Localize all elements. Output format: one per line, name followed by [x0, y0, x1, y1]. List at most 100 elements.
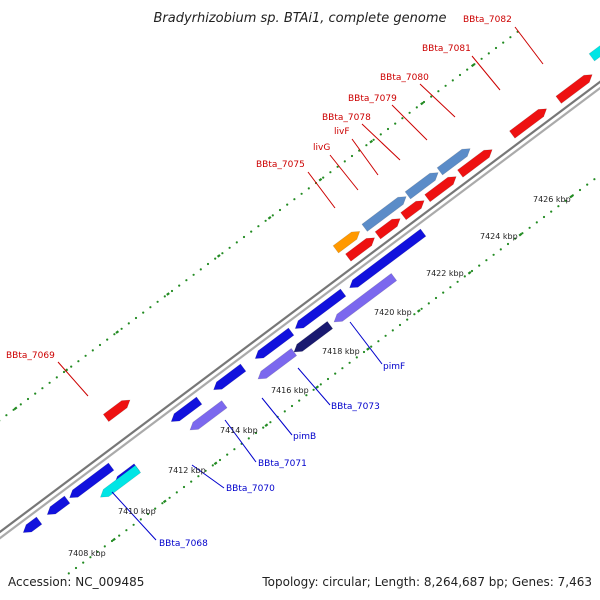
outer-tick-dot — [242, 235, 246, 239]
inner-tick-dot — [434, 296, 438, 300]
gene-rev-a — [22, 516, 43, 533]
inner-tick-dot — [262, 426, 265, 429]
leader-pimb — [261, 397, 293, 436]
outer-tick-dot — [386, 127, 390, 131]
gene-label-bbta-7071[interactable]: BBta_7071 — [258, 459, 307, 469]
inner-tick-dot — [427, 302, 430, 305]
outer-tick-dot — [185, 279, 188, 282]
tick-label: 7418 kbp — [322, 347, 360, 356]
gene-label-bbta-7078[interactable]: BBta_7078 — [322, 113, 371, 123]
outer-tick-dot — [343, 160, 346, 163]
tick-dot-tracks — [0, 30, 596, 575]
gene-label-bbta-7075[interactable]: BBta_7075 — [256, 160, 305, 170]
gene-label-livf[interactable]: livF — [334, 127, 350, 137]
outer-tick-dot — [149, 306, 152, 309]
outer-tick-dot — [437, 90, 440, 93]
gene-label-bbta-7079[interactable]: BBta_7079 — [348, 94, 397, 104]
inner-major-tick — [112, 537, 116, 542]
outer-major-tick — [216, 254, 221, 258]
outer-tick-dot — [487, 52, 490, 55]
gene-label-bbta-7069[interactable]: BBta_7069 — [6, 351, 55, 361]
outer-tick-dot — [142, 311, 145, 314]
inner-tick-dot — [254, 431, 258, 435]
gene-label-bbta-7068[interactable]: BBta_7068 — [159, 539, 208, 549]
inner-tick-dot — [506, 242, 510, 246]
gene-label-bbta-7073[interactable]: BBta_7073 — [331, 402, 380, 412]
inner-tick-dot — [139, 518, 142, 521]
inner-tick-dot — [74, 566, 78, 570]
gene-bbta-7073 — [294, 288, 347, 329]
inner-tick-dot — [82, 561, 85, 564]
inner-tick-dot — [204, 469, 207, 472]
outer-tick-dot — [286, 203, 289, 206]
inner-tick-dot — [557, 205, 560, 208]
outer-major-tick — [369, 139, 374, 144]
inner-tick-dot — [168, 496, 171, 499]
outer-tick-dot — [134, 316, 138, 320]
inner-tick-dot — [362, 350, 366, 354]
inner-tick-dot — [110, 539, 114, 543]
tick-label: 7410 kbp — [118, 507, 156, 516]
inner-tick-dot — [370, 345, 373, 348]
gene-bbta-7075 — [345, 237, 376, 262]
outer-tick-dot — [70, 365, 73, 368]
inner-tick-dot — [182, 485, 186, 489]
inner-tick-dot — [154, 507, 157, 510]
gene-label-pimf[interactable]: pimF — [383, 362, 405, 372]
gene-operon-blue-1 — [361, 196, 407, 232]
outer-tick-dot — [156, 300, 159, 303]
outer-tick-dot — [271, 214, 274, 217]
outer-tick-dot — [458, 73, 462, 77]
inner-tick-dot — [190, 480, 193, 483]
gene-label-bbta-7082[interactable]: BBta_7082 — [463, 15, 512, 25]
outer-tick-dot — [34, 392, 37, 395]
outer-tick-dot — [199, 268, 202, 271]
gene-operon-blue-2 — [404, 172, 439, 200]
tick-label: 7408 kbp — [68, 549, 106, 558]
gene-bbta-7079 — [457, 149, 493, 178]
outer-tick-dot — [494, 46, 498, 50]
inner-major-tick — [518, 232, 523, 237]
gene-label-bbta-7081[interactable]: BBta_7081 — [422, 44, 471, 54]
outer-tick-dot — [408, 111, 411, 114]
inner-tick-dot — [564, 199, 567, 202]
outer-tick-dot — [113, 333, 116, 336]
gene-label-bbta-7080[interactable]: BBta_7080 — [380, 73, 429, 83]
inner-tick-dot — [175, 491, 178, 494]
tick-label: 7422 kbp — [426, 269, 464, 278]
inner-tick-dot — [103, 545, 106, 548]
inner-tick-dot — [470, 269, 474, 273]
outer-tick-dot — [170, 289, 174, 293]
inner-tick-dot — [146, 512, 150, 516]
inner-tick-dot — [233, 448, 236, 451]
genome-backbone — [0, 80, 600, 540]
leader-bbta-7080 — [419, 83, 456, 118]
leader-bbta-7068 — [111, 491, 157, 541]
inner-tick-dot — [420, 307, 423, 310]
tick-label: 7416 kbp — [271, 386, 309, 395]
inner-major-tick — [569, 194, 574, 199]
gene-label-pimb[interactable]: pimB — [293, 432, 316, 442]
outer-tick-dot — [293, 198, 296, 201]
inner-major-tick — [416, 309, 421, 313]
gene-label-livg[interactable]: livG — [313, 143, 330, 153]
reverse-gene-labels: BBta_7068 BBta_7070 BBta_7071 pimB BBta_… — [159, 362, 405, 549]
outer-major-tick — [470, 63, 475, 68]
outer-tick-dot — [365, 144, 368, 147]
outer-tick-dot — [307, 187, 310, 190]
outer-tick-dot — [444, 84, 447, 87]
gene-pimb — [254, 327, 295, 359]
inner-tick-dot — [478, 264, 481, 267]
inner-tick-dot — [578, 188, 582, 192]
inner-tick-dot — [593, 178, 596, 181]
leader-pimf — [349, 321, 383, 365]
inner-tick-dot — [218, 458, 222, 462]
outer-tick-dot — [415, 106, 418, 109]
leader-bbta-7073 — [297, 367, 331, 406]
gene-label-bbta-7070[interactable]: BBta_7070 — [226, 484, 275, 494]
gene-purple-2 — [257, 347, 298, 380]
leader-livf — [351, 138, 379, 176]
outer-tick-dot — [91, 349, 94, 352]
outer-tick-dot — [19, 403, 22, 406]
